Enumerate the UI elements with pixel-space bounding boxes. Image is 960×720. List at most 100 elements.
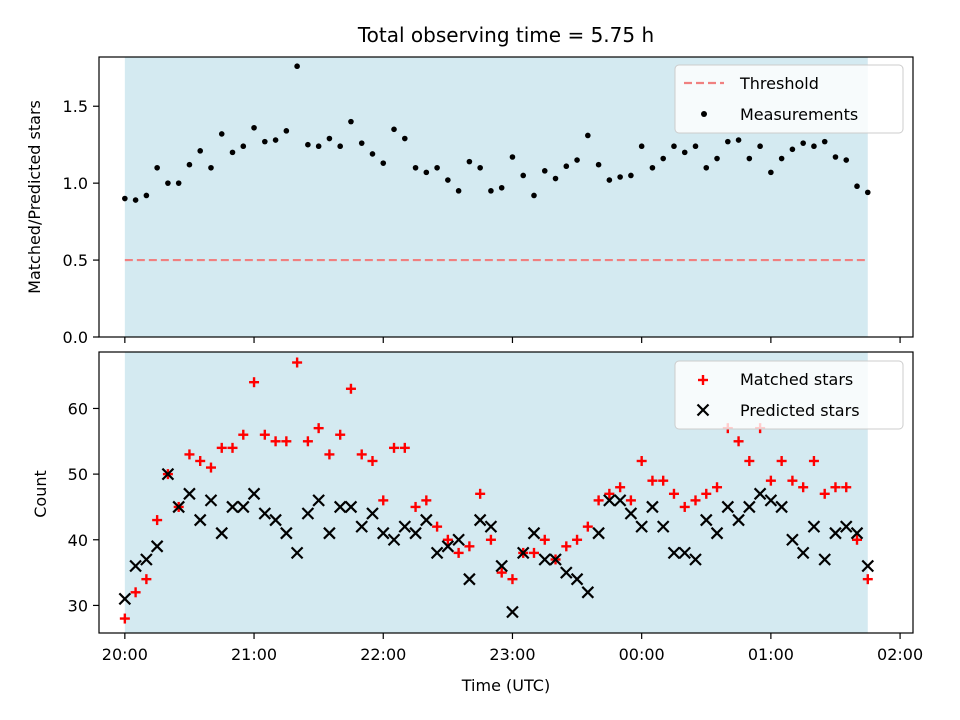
measurement-point bbox=[843, 157, 850, 163]
measurement-point bbox=[595, 161, 602, 168]
measurement-point bbox=[617, 174, 623, 180]
matched-stars-point bbox=[195, 455, 206, 466]
x-tick-label: 20:00 bbox=[102, 645, 148, 664]
measurement-point bbox=[337, 143, 343, 150]
predicted-stars-point bbox=[721, 500, 735, 514]
matched-stars-point bbox=[636, 455, 647, 466]
matched-stars-point bbox=[733, 436, 744, 447]
matched-stars-point bbox=[830, 482, 841, 493]
predicted-stars-point bbox=[150, 540, 164, 553]
measurement-point bbox=[746, 155, 753, 162]
measurement-point bbox=[208, 164, 214, 171]
matched-stars-point bbox=[313, 423, 324, 434]
predicted-stars-point bbox=[344, 500, 358, 514]
predicted-stars-point bbox=[366, 507, 379, 520]
predicted-stars-point bbox=[269, 513, 282, 527]
predicted-stars-point bbox=[581, 586, 595, 599]
matched-stars-point bbox=[485, 534, 496, 545]
predicted-stars-point bbox=[753, 487, 767, 501]
predicted-stars-point bbox=[861, 559, 875, 573]
matched-stars-point bbox=[625, 495, 636, 506]
matched-stars-point bbox=[841, 482, 852, 493]
matched-stars-point bbox=[744, 455, 755, 466]
matched-stars-point bbox=[345, 383, 356, 394]
matched-stars-point bbox=[615, 482, 626, 493]
ratio-y-tick-label: 1.0 bbox=[63, 174, 88, 193]
matched-stars-point bbox=[475, 488, 486, 499]
matched-stars-point bbox=[141, 574, 152, 585]
matched-stars-point bbox=[496, 567, 507, 578]
measurement-point bbox=[714, 155, 720, 162]
predicted-stars-point bbox=[441, 540, 455, 553]
measurement-point bbox=[305, 141, 311, 148]
predicted-stars-point bbox=[452, 533, 465, 547]
matched-stars-point bbox=[539, 534, 550, 545]
predicted-stars-point bbox=[732, 513, 745, 527]
measurement-point bbox=[864, 189, 871, 196]
measurement-point bbox=[854, 183, 860, 190]
predicted-stars-point bbox=[226, 500, 239, 514]
predicted-stars-point bbox=[624, 507, 638, 520]
measurement-point bbox=[725, 138, 731, 145]
predicted-stars-point bbox=[247, 487, 261, 501]
measurement-point bbox=[488, 188, 494, 194]
matched-stars-point bbox=[324, 449, 335, 460]
measurements-legend-swatch bbox=[701, 111, 707, 117]
count-legend-box bbox=[674, 360, 904, 430]
x-axis-label: Time (UTC) bbox=[461, 676, 550, 695]
predicted-stars-point bbox=[204, 494, 218, 507]
measurement-point bbox=[132, 197, 139, 203]
ratio-y-tick-label: 1.5 bbox=[63, 97, 88, 116]
matched-stars-point bbox=[776, 455, 787, 466]
matched-stars-point bbox=[668, 488, 679, 499]
matched-stars-point bbox=[453, 547, 464, 558]
predicted-stars-legend-label: Predicted stars bbox=[740, 401, 860, 420]
measurement-point bbox=[434, 164, 440, 171]
predicted-stars-point bbox=[699, 513, 713, 527]
matched-stars-point bbox=[335, 429, 346, 440]
measurement-point bbox=[811, 143, 817, 150]
matched-stars-point bbox=[152, 515, 163, 526]
measurement-point bbox=[541, 168, 548, 174]
measurement-point bbox=[229, 149, 236, 156]
measurement-point bbox=[660, 155, 667, 162]
count-y-tick-label: 60 bbox=[68, 399, 88, 418]
matched-stars-point bbox=[442, 534, 453, 545]
predicted-stars-point bbox=[161, 467, 175, 481]
matched-stars-points bbox=[119, 357, 873, 624]
ratio-panel: 0.0 0.5 1.0 1.5 Matched/Predicted stars Thr… bbox=[25, 56, 914, 347]
predicted-stars-point bbox=[839, 520, 853, 533]
measurement-point bbox=[401, 135, 408, 142]
matched-stars-legend-swatch bbox=[698, 375, 708, 385]
predicted-stars-points bbox=[118, 467, 875, 619]
matched-stars-point bbox=[862, 574, 873, 585]
matched-stars-point bbox=[378, 495, 389, 506]
predicted-stars-point bbox=[613, 494, 627, 507]
measurement-point bbox=[240, 143, 247, 150]
matched-stars-point bbox=[249, 377, 260, 388]
measurement-point bbox=[563, 163, 570, 170]
measurement-point bbox=[477, 164, 483, 171]
predicted-stars-point bbox=[764, 494, 778, 507]
predicted-stars-point bbox=[409, 526, 422, 540]
predicted-stars-point bbox=[570, 572, 584, 586]
predicted-stars-point bbox=[538, 553, 552, 566]
predicted-stars-point bbox=[280, 526, 293, 540]
predicted-stars-point bbox=[807, 520, 821, 533]
measurement-point bbox=[531, 192, 537, 199]
predicted-stars-point bbox=[710, 526, 724, 540]
matched-stars-point bbox=[421, 495, 432, 506]
predicted-stars-point bbox=[312, 494, 325, 507]
matched-stars-point bbox=[281, 436, 292, 447]
ratio-y-ticks: 0.0 0.5 1.0 1.5 bbox=[63, 97, 99, 347]
measurement-point bbox=[251, 124, 257, 131]
predicted-stars-point bbox=[775, 500, 788, 514]
matched-stars-point bbox=[787, 475, 798, 486]
predicted-stars-point bbox=[656, 520, 670, 533]
measurement-point bbox=[832, 154, 839, 160]
measurement-point bbox=[800, 140, 806, 146]
predicted-stars-legend-swatch bbox=[696, 403, 710, 417]
predicted-stars-point bbox=[376, 526, 390, 540]
matched-stars-point bbox=[528, 547, 539, 558]
matched-stars-point bbox=[819, 488, 830, 499]
